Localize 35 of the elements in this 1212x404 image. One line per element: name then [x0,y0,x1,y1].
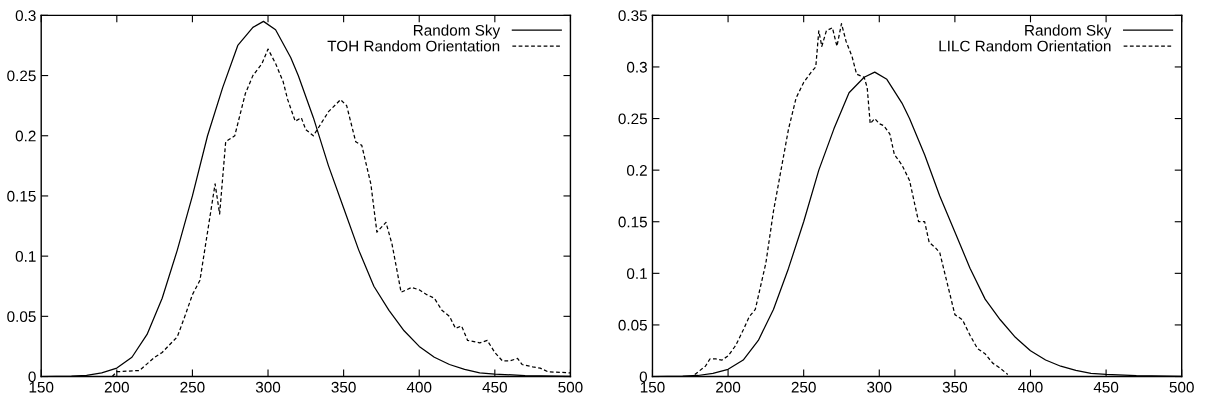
x-tick-label: 350 [331,381,356,393]
legend-label: Random Sky [413,24,501,39]
x-tick-label: 200 [104,381,129,393]
x-tick-label: 400 [406,381,432,393]
x-tick-label: 150 [640,381,665,393]
y-tick-label: 0 [639,371,648,383]
y-tick-label: 0.15 [7,190,36,202]
x-tick-label: 500 [558,381,583,393]
x-tick-label: 350 [942,381,968,393]
x-tick-label: 250 [180,381,205,393]
legend-label: LILC Random Orientation [939,40,1111,52]
legend-label: Random Sky [1025,24,1112,39]
y-tick-label: 0.3 [626,61,647,73]
x-tick-label: 300 [255,381,281,393]
y-tick-label: 0.25 [7,70,36,82]
y-tick-label: 0 [28,371,36,383]
y-tick-label: 0.15 [618,216,647,228]
x-tick-label: 500 [1169,381,1194,393]
y-tick-label: 0.05 [618,319,647,331]
x-tick-label: 200 [716,381,741,393]
x-tick-label: 450 [1093,381,1119,393]
y-tick-label: 0.1 [15,251,36,262]
x-tick-label: 250 [791,381,816,393]
x-tick-label: 450 [482,381,507,393]
legend-label: TOH Random Orientation [327,40,500,52]
y-tick-label: 0.2 [626,165,647,176]
x-tick-label: 150 [29,381,54,393]
y-tick-label: 0.3 [15,10,36,22]
y-tick-label: 0.1 [626,268,647,280]
y-tick-label: 0.35 [618,10,647,22]
y-tick-label: 0.25 [618,113,647,125]
y-tick-label: 0.05 [7,311,36,323]
x-tick-label: 300 [867,381,892,393]
y-tick-label: 0.2 [15,130,36,142]
x-tick-label: 400 [1018,381,1043,393]
